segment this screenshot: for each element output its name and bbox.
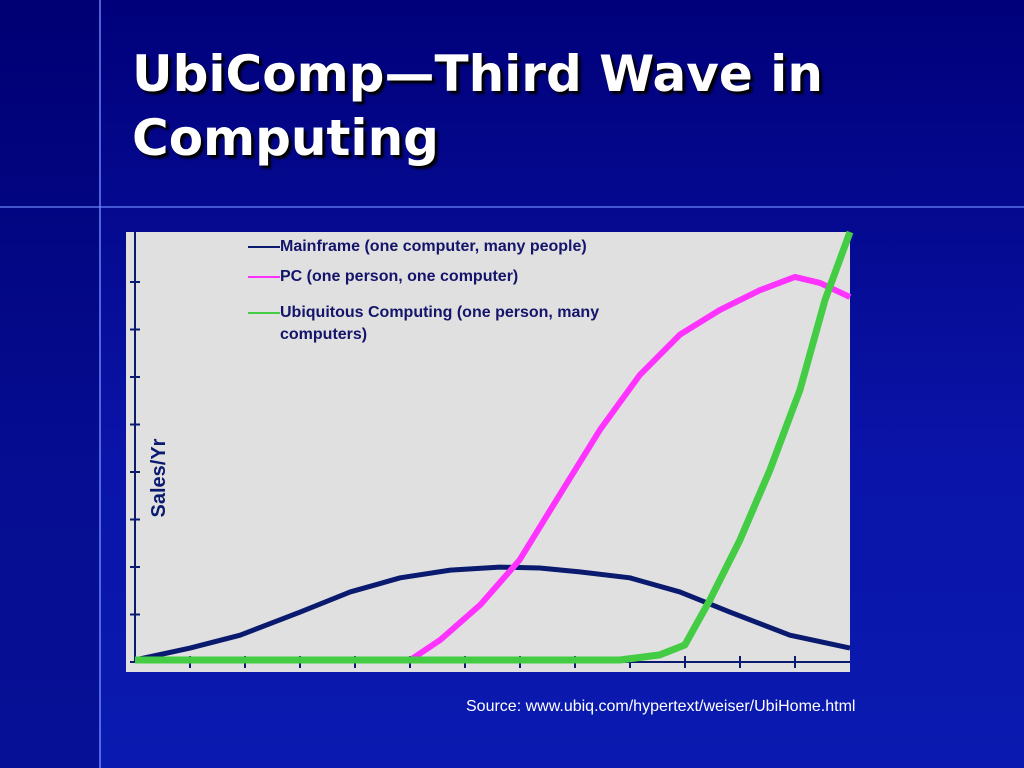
legend-label: PC (one person, one computer) [280, 268, 519, 285]
side-band [0, 0, 100, 768]
legend-swatch [248, 312, 280, 314]
slide-title: UbiComp—Third Wave in Computing [132, 45, 823, 167]
legend-entry: Mainframe (one computer, many people) [248, 236, 608, 258]
legend-swatch [248, 246, 280, 248]
source-note: Source: www.ubiq.com/hypertext/weiser/Ub… [466, 698, 856, 715]
legend-label: Ubiquitous Computing (one person, many c… [280, 304, 600, 343]
legend-label: Mainframe (one computer, many people) [280, 238, 587, 255]
series-line [135, 230, 854, 664]
legend: Mainframe (one computer, many people) PC … [248, 236, 608, 354]
y-axis-label: Sales/Yr [148, 438, 170, 517]
legend-entry: Ubiquitous Computing (one person, many c… [248, 302, 608, 346]
legend-entry: PC (one person, one computer) [248, 266, 608, 288]
series-line [134, 564, 851, 663]
series-line [408, 273, 852, 663]
legend-swatch [248, 276, 280, 278]
